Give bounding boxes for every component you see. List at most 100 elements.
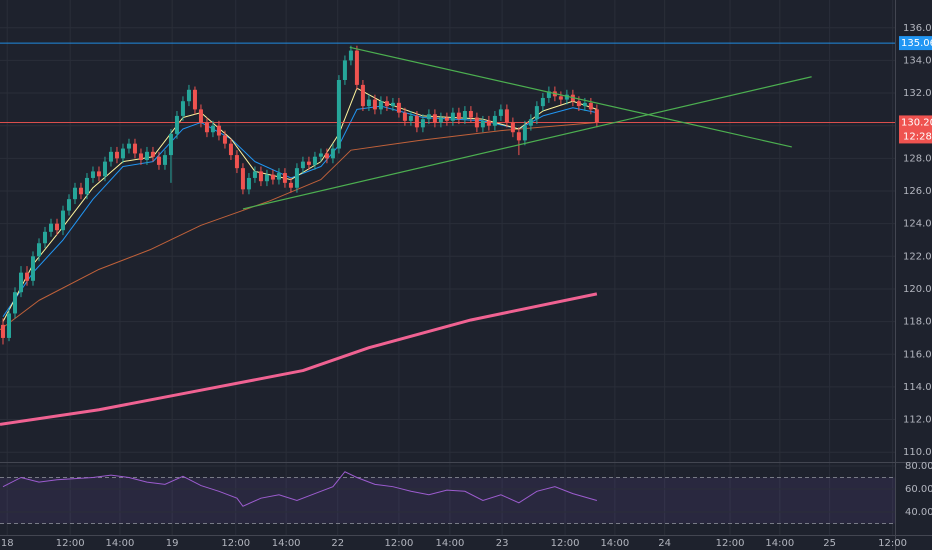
y-tick-label: 132.00	[903, 88, 932, 99]
y-tick-label: 120.00	[903, 284, 932, 295]
candle-body	[204, 122, 209, 133]
candle-body	[396, 102, 401, 113]
candle-body	[534, 106, 539, 120]
candle-body	[114, 151, 119, 159]
x-tick-label: 12:00	[56, 538, 85, 549]
candle-body	[378, 101, 383, 110]
y-tick-label: 126.00	[903, 186, 932, 197]
y-tick-label: 116.00	[903, 349, 932, 360]
candle-body	[480, 120, 485, 128]
candle-body	[162, 155, 167, 165]
candle-body	[180, 101, 185, 116]
candle-body	[342, 60, 347, 80]
candle-body	[432, 114, 437, 123]
candle-body	[156, 156, 161, 165]
candle-body	[84, 177, 89, 195]
candle-body	[492, 115, 497, 126]
candle-body	[546, 91, 551, 98]
candle-body	[594, 109, 599, 123]
candle-body	[228, 143, 233, 156]
x-tick-label: 18	[1, 538, 14, 549]
candle-body	[48, 223, 53, 232]
candle-body	[102, 161, 107, 177]
candle-body	[540, 97, 545, 107]
candle-body	[276, 173, 281, 180]
candle-body	[384, 101, 389, 107]
x-tick-label: 19	[166, 538, 179, 549]
candle-body	[222, 135, 227, 144]
x-tick-label: 12:00	[878, 538, 907, 549]
candle-body	[324, 153, 329, 159]
candle-body	[468, 111, 473, 118]
candle-body	[588, 102, 593, 110]
candle-body	[456, 112, 461, 120]
x-tick-label: 22	[331, 538, 344, 549]
candle-body	[42, 231, 47, 244]
candle-body	[414, 115, 419, 128]
candle-body	[36, 243, 41, 257]
candle-body	[12, 292, 17, 314]
candle-body	[66, 199, 71, 211]
x-tick-label: 12:00	[551, 538, 580, 549]
candle-body	[504, 109, 509, 123]
x-tick-label: 12:00	[716, 538, 745, 549]
candle-body	[462, 111, 467, 120]
price-label: 130.20	[901, 117, 932, 128]
candle-body	[420, 119, 425, 128]
candle-body	[522, 125, 527, 141]
candle-body	[294, 168, 299, 188]
candle-body	[186, 89, 191, 102]
candle-body	[90, 171, 95, 178]
price-label-box	[899, 36, 932, 51]
trend-line	[242, 76, 812, 210]
y-tick-label: 124.00	[903, 219, 932, 230]
candle-body	[150, 151, 155, 157]
rsi-band-fill	[0, 477, 895, 524]
x-tick-label: 12:00	[221, 538, 250, 549]
candle-body	[312, 156, 317, 165]
x-tick-label: 25	[823, 538, 836, 549]
grid	[0, 0, 895, 535]
y-tick-label: 134.00	[903, 55, 932, 66]
candle-body	[108, 151, 113, 162]
candle-body	[0, 324, 5, 338]
candle-body	[120, 148, 125, 159]
candle-body	[240, 168, 245, 190]
moving-average-line	[0, 121, 597, 331]
candle-body	[288, 182, 293, 188]
candle-body	[444, 117, 449, 121]
x-tick-label: 24	[658, 538, 671, 549]
candle-body	[18, 272, 23, 293]
candle-body	[306, 161, 311, 165]
candle-body	[450, 112, 455, 121]
candle-body	[252, 171, 257, 178]
candle-body	[132, 143, 137, 154]
y-tick-label: 118.00	[903, 317, 932, 328]
candle-body	[126, 143, 131, 149]
price-pane	[0, 42, 895, 426]
x-tick-label: 14:00	[272, 538, 301, 549]
candle-body	[168, 133, 173, 156]
y-tick-label: 128.00	[903, 153, 932, 164]
x-tick-label: 14:00	[765, 538, 794, 549]
candle-body	[576, 101, 581, 107]
candle-body	[60, 210, 65, 231]
candle-body	[258, 171, 263, 182]
candle-body	[234, 155, 239, 169]
candle-body	[348, 50, 353, 61]
candle-body	[138, 153, 143, 160]
candle-body	[390, 102, 395, 107]
y-tick-label: 122.00	[903, 251, 932, 262]
x-tick-label: 14:00	[600, 538, 629, 549]
x-tick-label: 23	[496, 538, 509, 549]
candle-body	[144, 151, 149, 160]
y-tick-label: 136.00	[903, 23, 932, 34]
y-tick-label: 40.00	[905, 507, 932, 518]
y-tick-label: 60.00	[905, 484, 932, 495]
moving-average-line	[0, 292, 598, 426]
x-tick-label: 12:00	[384, 538, 413, 549]
candle-body	[486, 120, 491, 126]
axes: 18 12:00 14:00 19 12:00 14:00 22 12:00 14:00 23 12…	[1, 23, 932, 549]
